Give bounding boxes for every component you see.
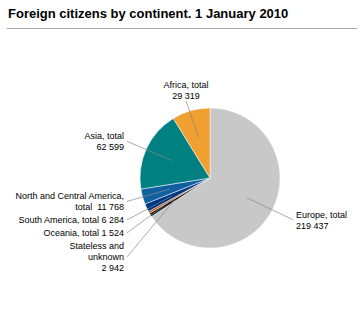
svg-text:North and Central America,tota: North and Central America,total 11 768: [15, 191, 124, 212]
svg-text:South America, total 6 284: South America, total 6 284: [18, 215, 124, 225]
svg-text:Europe, total219 437: Europe, total219 437: [296, 210, 347, 231]
svg-text:Oceania, total 1 524: Oceania, total 1 524: [43, 228, 124, 238]
svg-text:Stateless andunknown2 942: Stateless andunknown2 942: [69, 241, 124, 273]
html-text:Foreign citizens by continent.: Foreign citizens by continent. 1 January…: [8, 6, 289, 21]
svg-text:Asia, total62 599: Asia, total62 599: [84, 131, 124, 152]
svg-text:Africa, total29 319: Africa, total29 319: [164, 80, 209, 101]
